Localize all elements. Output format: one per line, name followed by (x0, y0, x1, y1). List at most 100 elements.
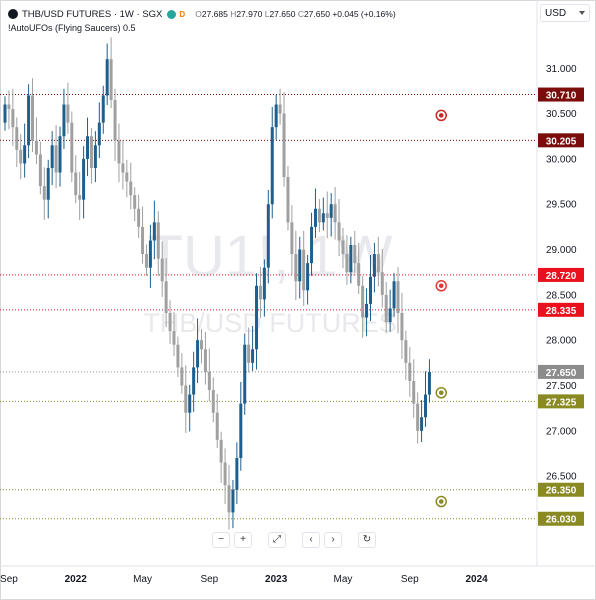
candle-body (203, 349, 207, 372)
candle-body (133, 195, 137, 209)
candle-body (144, 254, 148, 268)
candle-body (353, 245, 357, 264)
level-label-bg (538, 87, 584, 102)
candle-body (38, 154, 42, 187)
refresh-icon: ↻ (362, 534, 372, 545)
watermark-line2: THB/USD FUTURES (143, 308, 397, 338)
chevron-down-icon (579, 11, 585, 15)
candle-body (58, 136, 62, 173)
candle-body (329, 204, 333, 218)
ufo-marker-dot (438, 390, 444, 396)
candle-body (160, 258, 164, 282)
level-label: 27.650 (546, 368, 577, 379)
candle-body (101, 95, 105, 123)
candle-body (290, 222, 294, 255)
candle-body (105, 59, 109, 96)
candle-body (54, 145, 58, 173)
candle-body (427, 371, 431, 395)
candle-body (333, 204, 337, 223)
x-tick-label: May (133, 574, 152, 585)
level-label-bg (538, 133, 584, 148)
candle-body (152, 222, 156, 241)
level-label-bg (538, 267, 584, 282)
reset-zoom-button[interactable]: ⤢ (268, 532, 286, 548)
candle-body (117, 140, 121, 164)
candle-body (148, 240, 152, 268)
ufo-markers (435, 109, 447, 508)
ufo-marker-dot (438, 113, 444, 118)
candle-body (109, 59, 113, 100)
candle-body (262, 267, 266, 300)
scroll-right-button[interactable]: › (324, 532, 342, 548)
plus-icon: + (240, 534, 246, 545)
candle-body (15, 127, 19, 150)
candle-body (306, 263, 310, 291)
indicator-legend[interactable]: !AutoUFOs (Flying Saucers) 0.5 (8, 23, 136, 33)
ohlc-readout: O27.685 H27.970 L27.650 C27.650 +0.045 (… (195, 9, 396, 19)
symbol-header[interactable]: THB/USD FUTURES · 1W · SGX D O27.685 H27… (8, 6, 396, 22)
zoom-in-button[interactable]: + (234, 532, 252, 548)
currency-select[interactable]: USD (540, 4, 590, 22)
candle-body (141, 226, 145, 255)
y-tick-label: 28.500 (546, 290, 577, 301)
time-axis[interactable]: Sep 2022 May Sep 2023 May Sep 2024 (0, 565, 596, 585)
price-axis[interactable]: 31.000 30.500 30.000 29.500 29.000 28.500 28.0… (536, 0, 577, 566)
level-label-bg (538, 511, 584, 526)
candle-body (341, 240, 345, 255)
candle-body (184, 385, 188, 413)
candle-body (313, 208, 317, 227)
ufo-marker-dot (438, 283, 444, 289)
zoom-out-button[interactable]: − (212, 532, 230, 548)
candle-body (310, 226, 314, 264)
candle-body (137, 208, 141, 227)
candle-body (282, 113, 286, 178)
chevron-right-icon: › (331, 534, 335, 545)
candle-body (78, 195, 82, 200)
candle-body (113, 99, 117, 141)
candle-body (168, 312, 172, 332)
level-lines: 30.710 30.205 28.720 28.335 27.650 27.325 26.3… (0, 87, 584, 526)
candle-body (70, 122, 74, 173)
candle-body (121, 163, 125, 173)
candle-body (420, 417, 424, 431)
candle-body (50, 145, 54, 168)
x-tick-label: 2022 (65, 574, 88, 585)
candle-body (408, 362, 412, 381)
candle-body (384, 294, 388, 323)
level-label: 30.710 (546, 91, 577, 102)
y-tick-label: 28.000 (546, 336, 577, 347)
market-status-icon (167, 9, 177, 19)
symbol-title[interactable]: THB/USD FUTURES · 1W · SGX (22, 8, 163, 20)
candle-body (372, 254, 376, 277)
scroll-left-button[interactable]: ‹ (302, 532, 320, 548)
candle-body (286, 177, 290, 223)
chevron-left-icon: ‹ (309, 534, 313, 545)
reset-chart-button[interactable]: ↻ (358, 532, 376, 548)
candle-body (215, 412, 219, 440)
level-label: 26.350 (546, 486, 577, 497)
candle-body (404, 340, 408, 363)
candle-body (196, 340, 200, 368)
candle-body (23, 145, 27, 164)
candle-body (31, 95, 35, 141)
currency-label: USD (545, 7, 567, 19)
candle-body (368, 276, 372, 304)
candle-body (219, 439, 223, 463)
x-tick-label: 2024 (465, 574, 488, 585)
candle-body (125, 172, 129, 182)
candle-body (349, 245, 353, 273)
level-label: 28.335 (546, 306, 577, 317)
candle-body (337, 222, 341, 241)
chart-toolbar: − + ⤢ ‹ › ↻ (212, 532, 376, 548)
x-tick-label: May (334, 574, 353, 585)
candle-body (255, 285, 259, 350)
y-tick-label: 31.000 (546, 64, 577, 75)
candle-body (223, 462, 227, 486)
delayed-badge: D (179, 9, 186, 19)
reset-zoom-icon: ⤢ (273, 534, 281, 545)
candle-body (365, 303, 369, 318)
minus-icon: − (218, 534, 224, 545)
candle-body (200, 340, 203, 350)
candle-body (176, 344, 180, 368)
